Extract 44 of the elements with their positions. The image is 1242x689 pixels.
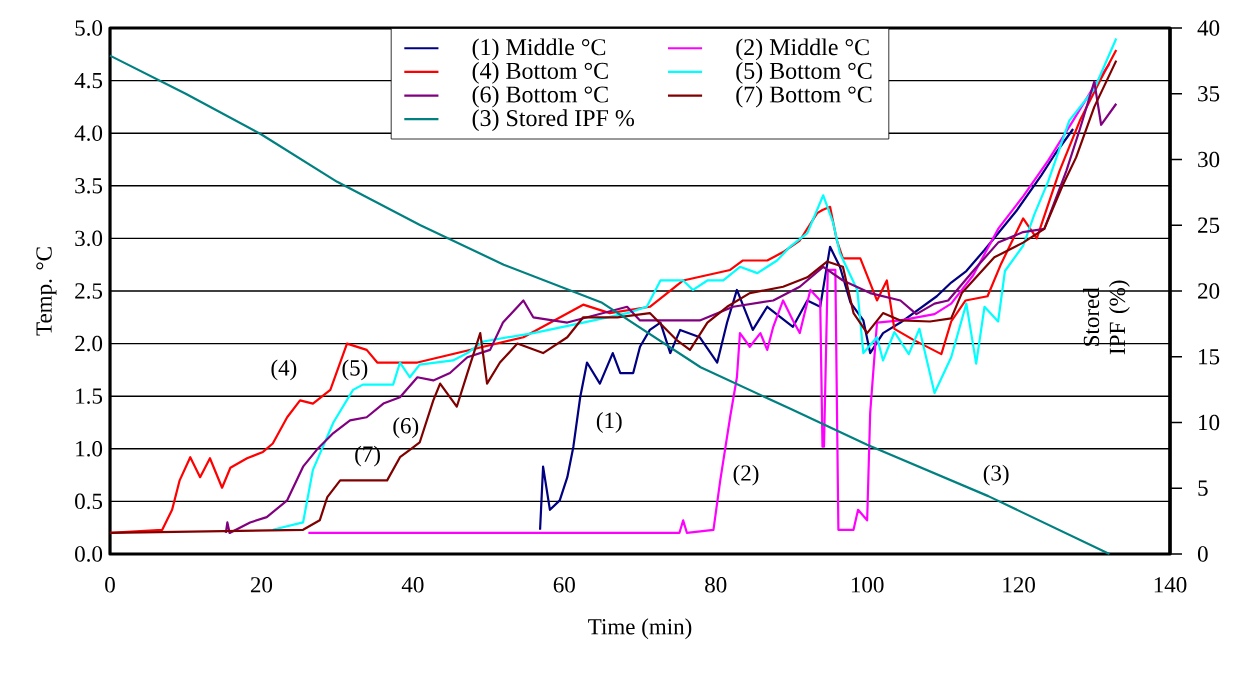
- annotation: (3): [983, 464, 1009, 486]
- x-tick-label: 60: [553, 577, 575, 593]
- y2-tick-label: 5: [1198, 480, 1208, 496]
- legend-label: (2) Middle °C: [736, 38, 869, 61]
- annotation: (6): [393, 417, 419, 439]
- annotation: (5): [342, 359, 368, 381]
- y-tick-label: 4.0: [74, 125, 103, 141]
- y2-tick-label: 10: [1199, 414, 1220, 431]
- y-tick-label: 0.0: [75, 546, 103, 562]
- legend-label: (6) Bottom °C: [472, 85, 608, 108]
- annotation: (4): [271, 359, 297, 381]
- x-tick-label: 40: [401, 577, 424, 593]
- x-tick-label: 0: [105, 577, 115, 593]
- y-tick-label: 1.5: [76, 388, 103, 404]
- annotation: (2): [733, 464, 759, 486]
- y2-tick-label: 25: [1198, 217, 1220, 233]
- x-axis-title: Time (min): [588, 618, 692, 640]
- y-tick-label: 5.0: [75, 20, 103, 36]
- y2-tick-label: 0: [1197, 546, 1208, 562]
- y2-tick-label: 20: [1198, 283, 1220, 299]
- legend-label: (7) Bottom °C: [736, 85, 872, 108]
- legend-label: (5) Bottom °C: [736, 62, 872, 84]
- x-tick-label: 120: [1003, 577, 1035, 593]
- y2-tick-label: 30: [1198, 151, 1220, 168]
- x-tick-label: 80: [705, 577, 727, 593]
- x-tick-label: 20: [250, 577, 273, 593]
- y-tick-label: 4.5: [74, 72, 103, 89]
- x-tick-label: 140: [1154, 577, 1187, 593]
- line-series: [538, 127, 1075, 531]
- legend-label: (1) Middle °C: [472, 38, 606, 61]
- y2-tick-label: 35: [1198, 86, 1220, 102]
- y2-tick-label: 40: [1197, 20, 1220, 36]
- y-tick-label: 1.0: [76, 441, 103, 457]
- y-tick-label: 2.5: [75, 283, 103, 299]
- legend-label: (4) Bottom °C: [472, 62, 608, 84]
- y-tick-label: 0.5: [75, 493, 103, 510]
- y2-tick-label: 15: [1199, 349, 1220, 365]
- y-axis-title: Temp. °C: [36, 247, 57, 336]
- y-tick-label: 2.0: [75, 335, 103, 352]
- y-tick-label: 3.0: [75, 230, 103, 247]
- y-tick-label: 3.5: [75, 178, 103, 194]
- annotation: (1): [596, 412, 622, 433]
- x-tick-label: 100: [851, 577, 884, 593]
- legend-label: (3) Stored IPF %: [472, 109, 635, 132]
